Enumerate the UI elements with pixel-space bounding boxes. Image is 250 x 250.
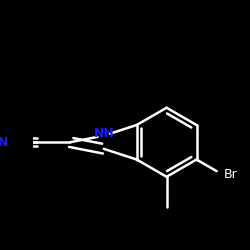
Text: N: N (0, 136, 8, 149)
Text: Br: Br (224, 168, 238, 181)
Text: NH: NH (94, 127, 114, 140)
